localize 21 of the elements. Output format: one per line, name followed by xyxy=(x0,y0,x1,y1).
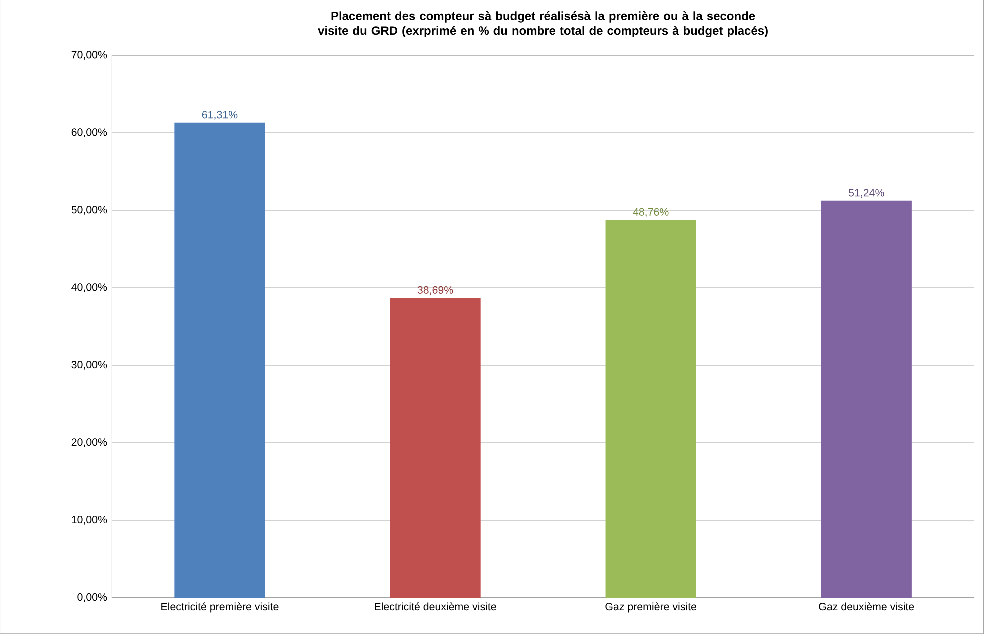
x-tick-label: Gaz première visite xyxy=(606,602,697,613)
y-tick-label: 70,00% xyxy=(72,51,108,60)
data-label: 51,24% xyxy=(848,189,884,198)
bar xyxy=(390,298,481,598)
x-tick-label: Electricité deuxième visite xyxy=(375,602,496,611)
y-tick-label: 40,00% xyxy=(72,284,108,292)
data-label: 38,69% xyxy=(418,286,454,296)
y-tick-label: 20,00% xyxy=(72,438,108,448)
chart-title: Placement des compteur sà budget réalisésà la première ou à la seconde visite du GRD (exrprimé en % du nombre total de compteurs à budget placés) xyxy=(318,11,768,38)
y-tick-label: 30,00% xyxy=(72,361,108,370)
x-tick-label: Gaz deuxième visite xyxy=(819,602,914,611)
data-label: 61,31% xyxy=(202,111,238,120)
y-tick-label: 10,00% xyxy=(72,516,108,525)
bar xyxy=(821,200,912,598)
y-tick-label: 50,00% xyxy=(72,206,108,215)
y-tick-label: 60,00% xyxy=(72,128,108,138)
data-label: 48,76% xyxy=(633,208,669,218)
bar xyxy=(174,122,266,598)
bar xyxy=(606,220,696,598)
x-tick-label: Electricité première visite xyxy=(162,602,279,613)
y-tick-label: 0,00% xyxy=(78,593,108,602)
